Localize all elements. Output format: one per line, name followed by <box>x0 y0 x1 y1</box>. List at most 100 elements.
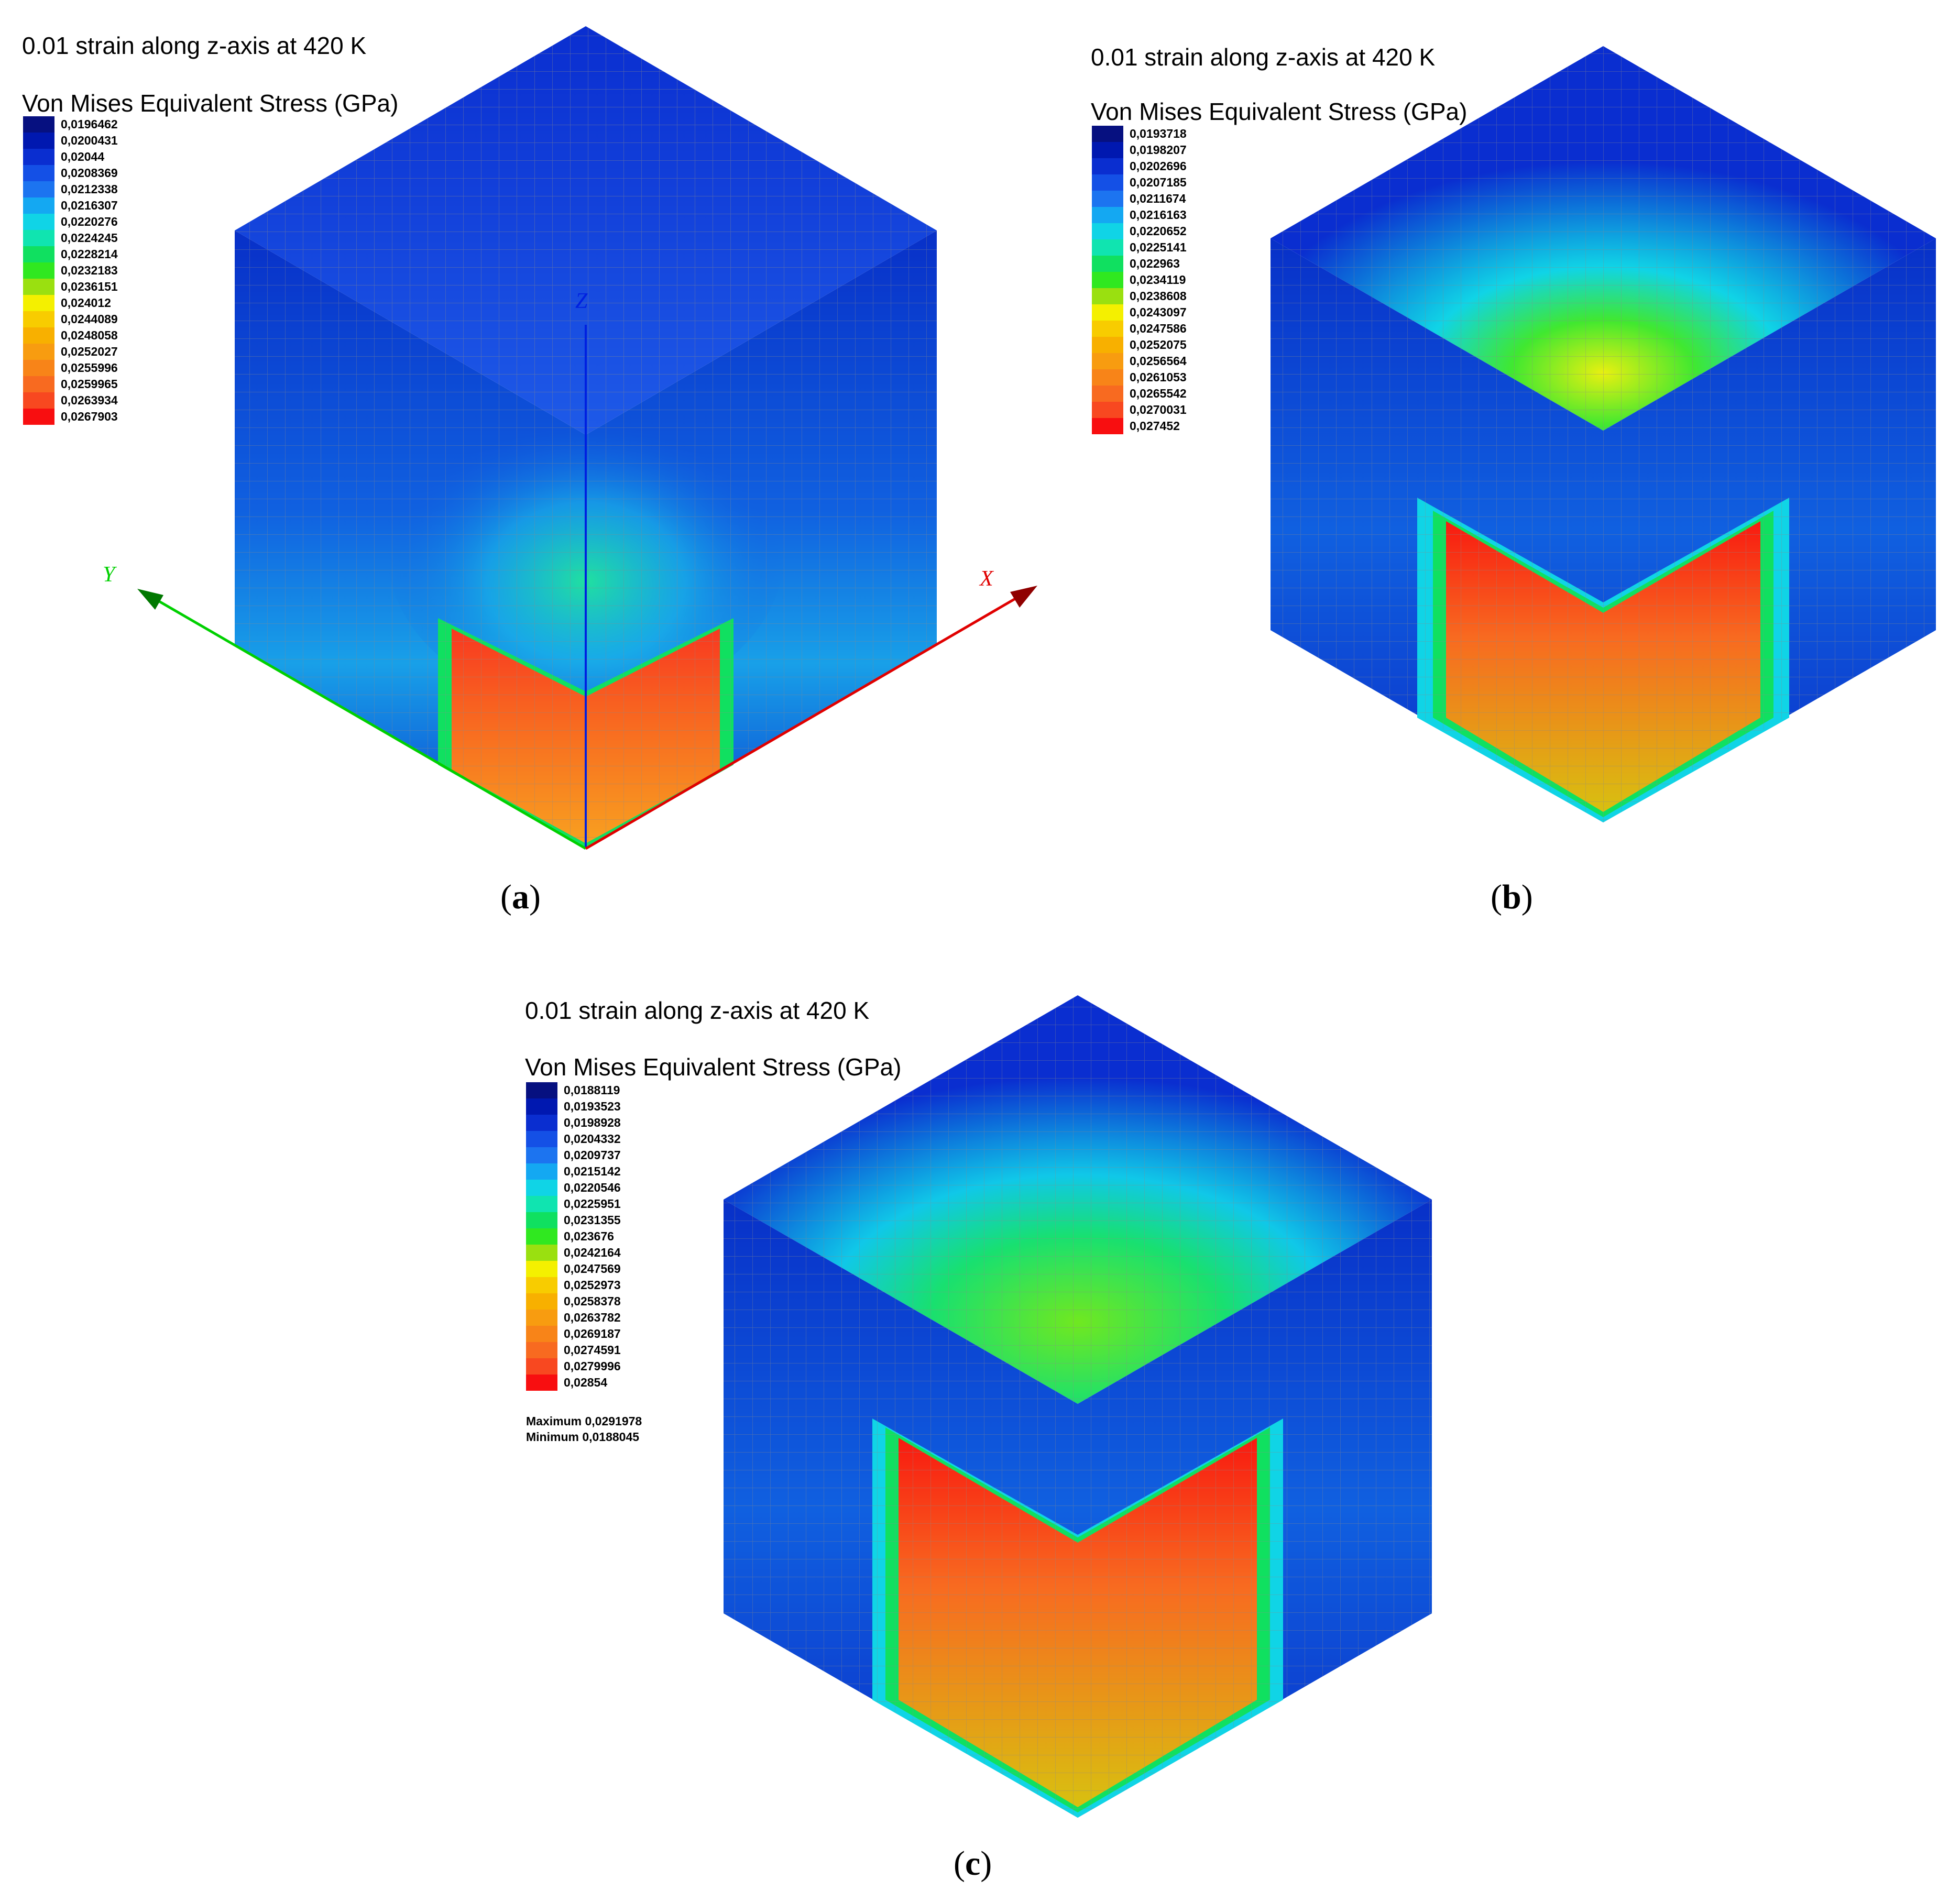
legend-swatch <box>1092 321 1123 337</box>
legend-swatch <box>23 327 54 344</box>
legend-swatch <box>1092 304 1123 321</box>
legend-tick-label: 0,0238608 <box>1130 289 1187 303</box>
legend-swatch <box>1092 174 1123 191</box>
legend-tick-label: 0,0270031 <box>1130 403 1187 416</box>
legend-tick-label: 0,0220652 <box>1130 224 1187 238</box>
legend-entry: 0,0220546 <box>526 1180 621 1196</box>
legend-entry: 0,0232183 <box>23 262 118 279</box>
legend-tick-label: 0,0263782 <box>564 1311 621 1324</box>
legend-tick-label: 0,0216163 <box>1130 208 1187 222</box>
panel-c-minimum: Minimum 0,0188045 <box>526 1430 640 1444</box>
legend-swatch <box>1092 288 1123 304</box>
legend-entry: 0,0255996 <box>23 360 118 376</box>
legend-tick-label: 0,0200431 <box>61 134 118 147</box>
legend-swatch <box>23 165 54 181</box>
legend-tick-label: 0,023676 <box>564 1229 614 1243</box>
legend-tick-label: 0,0225951 <box>564 1197 621 1211</box>
x-axis-arrow-icon <box>1010 586 1037 608</box>
panel-c: 0.01 strain along z-axis at 420 K Von Mi… <box>503 953 1498 1901</box>
panel-b: 0.01 strain along z-axis at 420 K Von Mi… <box>1069 0 1959 943</box>
legend-entry: 0,0279996 <box>526 1358 621 1375</box>
legend-swatch <box>23 311 54 327</box>
legend-swatch <box>526 1342 557 1358</box>
legend-swatch <box>23 181 54 197</box>
legend-entry: 0,0247569 <box>526 1261 621 1277</box>
legend-swatch <box>526 1212 557 1228</box>
legend-tick-label: 0,0242164 <box>564 1246 621 1259</box>
legend-tick-label: 0,0244089 <box>61 312 118 326</box>
legend-tick-label: 0,0202696 <box>1130 159 1187 173</box>
legend-tick-label: 0,0225141 <box>1130 240 1187 254</box>
legend-swatch <box>23 214 54 230</box>
legend-entry: 0,0236151 <box>23 279 118 295</box>
legend-tick-label: 0,0231355 <box>564 1213 621 1227</box>
legend-entry: 0,0196462 <box>23 116 118 133</box>
legend-tick-label: 0,0269187 <box>564 1327 621 1340</box>
legend-entry: 0,0270031 <box>1092 402 1187 418</box>
legend-entry: 0,0258378 <box>526 1293 621 1310</box>
panel-b-caption: (b) <box>1491 878 1533 916</box>
legend-entry: 0,0212338 <box>23 181 118 197</box>
legend-tick-label: 0,0212338 <box>61 182 118 196</box>
legend-entry: 0,0225951 <box>526 1196 621 1212</box>
legend-tick-label: 0,0247586 <box>1130 322 1187 335</box>
legend-entry: 0,0204332 <box>526 1131 621 1147</box>
cube-c <box>724 995 1432 1818</box>
legend-swatch <box>23 230 54 246</box>
panel-c-maximum: Maximum 0,0291978 <box>526 1414 642 1428</box>
legend-entry: 0,023676 <box>526 1228 614 1245</box>
legend-swatch <box>23 133 54 149</box>
legend-entry: 0,0274591 <box>526 1342 621 1358</box>
legend-entry: 0,0256564 <box>1092 353 1187 369</box>
legend-swatch <box>1092 256 1123 272</box>
legend-entry: 0,0263782 <box>526 1310 621 1326</box>
legend-swatch <box>23 295 54 311</box>
legend-swatch <box>1092 158 1123 174</box>
x-axis-line <box>585 590 1028 850</box>
legend-entry: 0,0202696 <box>1092 158 1187 174</box>
legend-swatch <box>23 344 54 360</box>
legend-tick-label: 0,0236151 <box>61 280 118 293</box>
panel-c-caption: (c) <box>954 1844 992 1883</box>
panel-a-caption: (a) <box>500 878 541 916</box>
legend-tick-label: 0,0220276 <box>61 215 118 228</box>
legend-swatch <box>526 1293 557 1310</box>
legend-tick-label: 0,027452 <box>1130 419 1180 433</box>
legend-entry: 0,0193523 <box>526 1098 621 1115</box>
panel-a: Z Y X 0.01 strain along z-axis at 420 K … <box>0 0 1048 943</box>
legend-swatch <box>1092 207 1123 223</box>
legend-swatch <box>526 1245 557 1261</box>
legend-swatch <box>23 197 54 214</box>
legend-entry: 0,0193718 <box>1092 126 1187 142</box>
legend-tick-label: 0,0247569 <box>564 1262 621 1276</box>
legend-entry: 0,0220276 <box>23 214 118 230</box>
legend-tick-label: 0,0243097 <box>1130 305 1187 319</box>
legend-tick-label: 0,0274591 <box>564 1343 621 1357</box>
legend-swatch <box>23 360 54 376</box>
legend-entry: 0,0209737 <box>526 1147 621 1163</box>
legend-entry: 0,0188119 <box>526 1082 620 1098</box>
legend-tick-label: 0,0228214 <box>61 247 118 261</box>
panel-b-legend-title: Von Mises Equivalent Stress (GPa) <box>1091 98 1468 125</box>
legend-swatch <box>526 1082 557 1098</box>
legend-entry: 0,0265542 <box>1092 386 1187 402</box>
legend-swatch <box>1092 337 1123 353</box>
legend-swatch <box>526 1310 557 1326</box>
y-axis-arrow-icon <box>137 589 163 610</box>
legend-swatch <box>23 392 54 409</box>
legend-swatch <box>526 1147 557 1163</box>
legend-swatch <box>1092 126 1123 142</box>
legend-tick-label: 0,0232183 <box>61 263 118 277</box>
legend-tick-label: 0,0193718 <box>1130 127 1187 140</box>
y-axis-line <box>151 596 587 850</box>
legend-entry: 0,0263934 <box>23 392 118 409</box>
legend-swatch <box>526 1131 557 1147</box>
x-axis-label: X <box>979 567 994 591</box>
legend-tick-label: 0,0211674 <box>1130 192 1186 205</box>
legend-swatch <box>23 409 54 425</box>
panel-a-legend-title: Von Mises Equivalent Stress (GPa) <box>22 90 399 117</box>
legend-tick-label: 0,0259965 <box>61 377 118 391</box>
legend-swatch <box>23 246 54 262</box>
legend-tick-label: 0,0252027 <box>61 345 118 358</box>
legend-entry: 0,0215142 <box>526 1163 621 1180</box>
